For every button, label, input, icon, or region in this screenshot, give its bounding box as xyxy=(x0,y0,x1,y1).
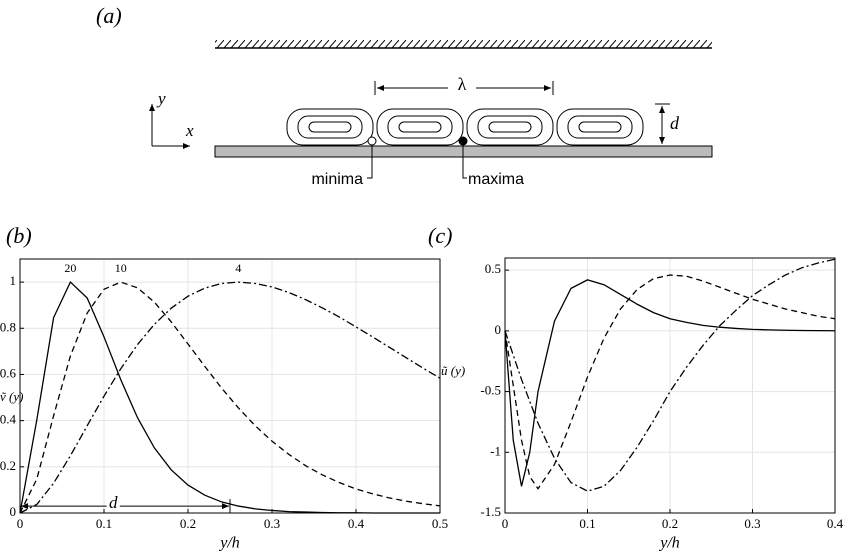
y-axis-label: ṽ (y) xyxy=(0,389,23,404)
roll xyxy=(286,108,374,146)
y-tick-label: 0 xyxy=(495,322,502,337)
x-axis-label: y/h xyxy=(218,535,240,552)
annotation-label: d xyxy=(109,493,118,512)
y-tick-label: 0.2 xyxy=(0,458,16,473)
data-line xyxy=(19,281,441,514)
minima-label: minima xyxy=(311,171,363,188)
wall-hatch xyxy=(215,40,712,48)
x-axis-label: y/h xyxy=(658,535,680,552)
maxima-leader xyxy=(462,145,467,179)
axis-y-label: y xyxy=(156,89,166,108)
y-tick-label: 0.8 xyxy=(0,319,16,334)
roll xyxy=(466,108,554,146)
y-tick-label: -1 xyxy=(490,443,501,458)
roll xyxy=(376,108,464,146)
x-tick-label: 0.4 xyxy=(827,516,844,531)
roll xyxy=(556,108,644,146)
x-tick-label: 0.2 xyxy=(180,516,196,531)
y-tick-label: 0.4 xyxy=(0,412,17,427)
y-tick-label: 0 xyxy=(10,504,17,519)
y-tick-label: 1 xyxy=(10,273,17,288)
maxima-point xyxy=(458,136,468,146)
maxima-label: maxima xyxy=(468,171,524,188)
schematic: (a) λ d y x minima maxima xyxy=(96,3,713,188)
series-label: 4 xyxy=(235,261,241,275)
height-label: d xyxy=(670,113,680,133)
x-tick-label: 0 xyxy=(502,516,509,531)
data-line xyxy=(19,281,441,514)
minima-point xyxy=(367,136,377,146)
panel-label: (c) xyxy=(428,223,452,248)
y-axis-label: ũ (y) xyxy=(441,363,465,378)
series-label: 10 xyxy=(115,261,127,275)
wavelength-label: λ xyxy=(458,74,467,94)
panel-label: (a) xyxy=(96,3,122,28)
plot-frame xyxy=(19,258,441,514)
data-line xyxy=(504,258,836,492)
y-tick-label: -1.5 xyxy=(480,504,501,519)
y-tick-label: -0.5 xyxy=(480,383,501,398)
y-tick-label: 0.6 xyxy=(0,365,17,380)
x-tick-label: 0.3 xyxy=(264,516,280,531)
data-line xyxy=(504,274,836,490)
data-line xyxy=(504,279,836,487)
x-tick-label: 0.5 xyxy=(432,516,448,531)
x-tick-label: 0.1 xyxy=(96,516,112,531)
x-tick-label: 0 xyxy=(17,516,24,531)
rolls xyxy=(286,108,644,146)
x-tick-label: 0.4 xyxy=(348,516,365,531)
plot-frame xyxy=(504,257,836,514)
minima-leader xyxy=(367,145,373,179)
panel-label: (b) xyxy=(6,223,32,248)
y-tick-label: 0.5 xyxy=(485,261,501,276)
x-tick-label: 0.2 xyxy=(662,516,678,531)
series-label: 20 xyxy=(64,261,76,275)
x-tick-label: 0.1 xyxy=(579,516,595,531)
x-tick-label: 0.3 xyxy=(744,516,760,531)
axis-x-label: x xyxy=(185,121,194,140)
